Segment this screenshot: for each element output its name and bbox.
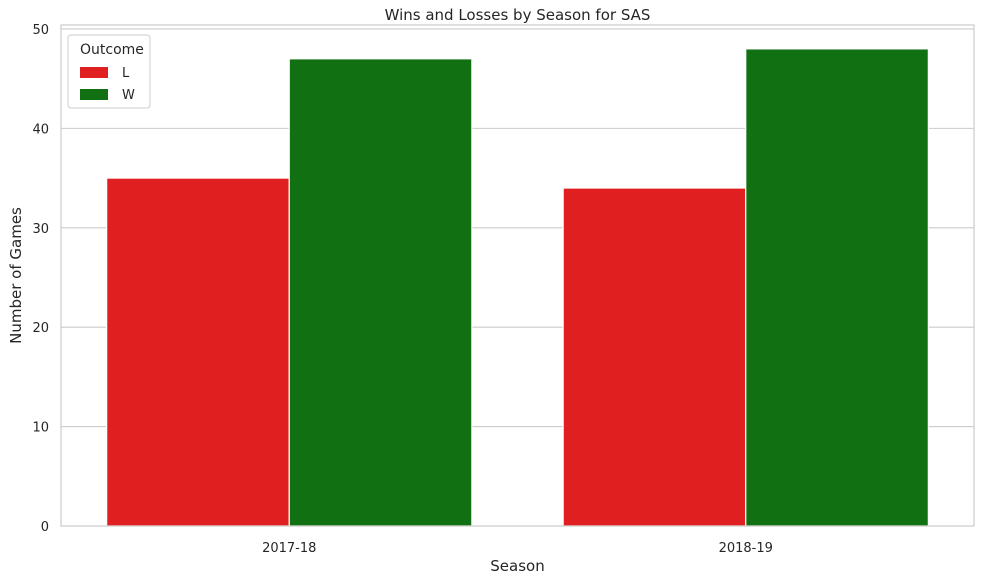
y-tick-label: 50 [32, 23, 49, 38]
x-axis-label: Season [490, 557, 544, 575]
legend-swatch-W [80, 89, 108, 100]
plot-frame [60, 24, 975, 527]
y-tick-label: 40 [32, 122, 49, 137]
y-tick-label: 10 [32, 421, 49, 436]
y-tick-label: 30 [32, 222, 49, 237]
x-axis-ticks: 2017-18 2018-19 [262, 541, 773, 556]
chart-title: Wins and Losses by Season for SAS [385, 6, 651, 24]
y-axis-label: Number of Games [7, 207, 25, 344]
legend: Outcome LW [67, 34, 151, 109]
bar-L-2018-19 [562, 187, 747, 527]
legend-label-W: W [122, 88, 135, 103]
x-tick-label: 2018-19 [719, 541, 773, 556]
y-axis-ticks: 0 10 20 30 40 50 [32, 23, 49, 535]
y-tick-label: 20 [32, 321, 49, 336]
legend-title: Outcome [80, 42, 144, 58]
legend-items: LW [80, 66, 135, 103]
y-tick-label: 0 [41, 520, 49, 535]
x-tick-label: 2017-18 [262, 541, 316, 556]
legend-label-L: L [122, 66, 130, 81]
bar-L-2017-18 [106, 177, 290, 527]
bar-W-2017-18 [288, 58, 473, 527]
bar-W-2018-19 [745, 48, 929, 527]
bars [106, 48, 929, 527]
legend-swatch-L [80, 67, 108, 78]
